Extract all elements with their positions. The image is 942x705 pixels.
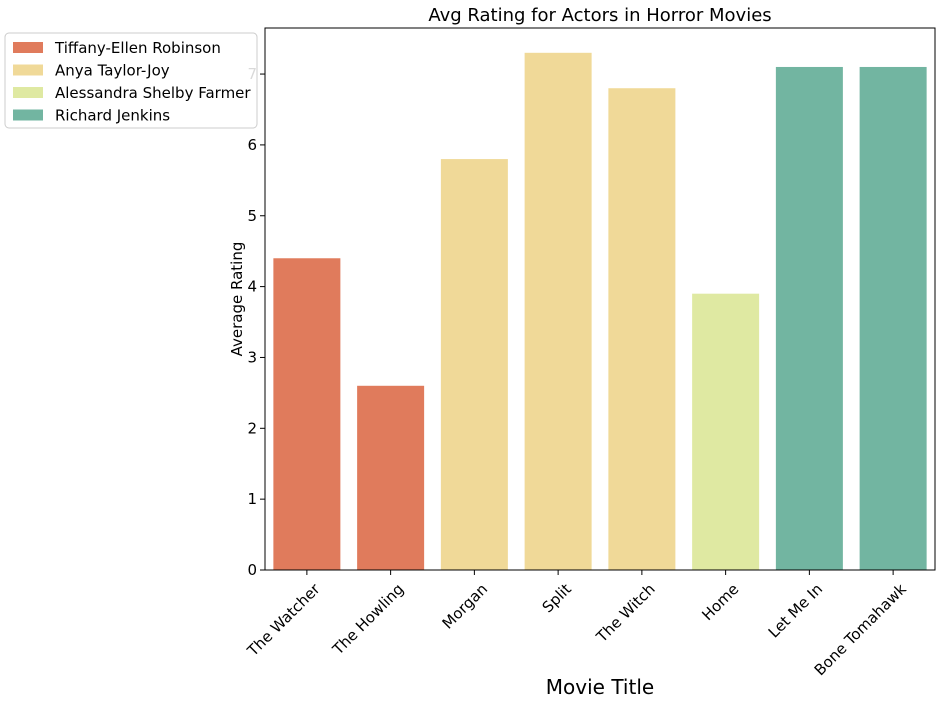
- legend-swatch-alessandra-shelby-farmer: [13, 87, 43, 98]
- x-tick-label-home: Home: [698, 580, 742, 624]
- axes-group: [264, 27, 936, 571]
- bar-split: [524, 52, 592, 571]
- bars-group: [273, 52, 927, 571]
- y-tick-label: 6: [247, 136, 257, 154]
- y-tick-label: 3: [247, 348, 257, 366]
- legend-label-anya-taylor-joy: Anya Taylor-Joy: [55, 62, 170, 80]
- x-tick-label-the-witch: The Witch: [592, 580, 658, 646]
- bar-the-witch: [608, 88, 676, 570]
- legend-swatch-richard-jenkins: [13, 109, 43, 121]
- bar-bone-tomahawk: [859, 66, 927, 571]
- bar-the-howling: [357, 385, 425, 570]
- bar-morgan: [440, 159, 508, 570]
- legend-frame: [4, 32, 258, 129]
- x-tick-label-the-watcher: The Watcher: [243, 579, 324, 660]
- x-tick-label-let-me-in: Let Me In: [765, 580, 826, 641]
- y-axis-label: Average Rating: [228, 242, 246, 357]
- legend: Tiffany-Ellen Robinson Anya Taylor-Joy Ale…: [4, 32, 258, 129]
- bar-home: [692, 293, 760, 570]
- legend-swatch-tiffany-ellen-robinson: [13, 42, 43, 53]
- plot-frame: [264, 27, 936, 571]
- x-tick-label-bone-tomahawk: Bone Tomahawk: [811, 580, 910, 679]
- legend-swatch-anya-taylor-joy: [13, 64, 43, 76]
- y-ticks-group: 01234567: [247, 65, 265, 579]
- y-tick-label: 0: [247, 561, 257, 579]
- chart-title: Avg Rating for Actors in Horror Movies: [428, 5, 771, 26]
- x-tick-label-morgan: Morgan: [439, 580, 492, 633]
- bar-let-me-in: [775, 66, 843, 571]
- x-axis-label: Movie Title: [546, 675, 654, 699]
- y-tick-label: 2: [247, 419, 257, 437]
- x-tick-label-the-howling: The Howling: [328, 580, 407, 659]
- bar-the-watcher: [273, 258, 341, 570]
- y-tick-label: 1: [247, 490, 257, 508]
- x-ticks-group: The Watcher The Howling Morgan Split The Wit…: [243, 570, 910, 679]
- y-tick-label: 4: [247, 278, 257, 296]
- x-tick-label-split: Split: [539, 580, 575, 616]
- legend-label-alessandra-shelby-farmer: Alessandra Shelby Farmer: [55, 84, 251, 102]
- legend-label-richard-jenkins: Richard Jenkins: [55, 107, 170, 125]
- y-tick-label: 5: [247, 207, 257, 225]
- legend-label-tiffany-ellen-robinson: Tiffany-Ellen Robinson: [54, 39, 221, 57]
